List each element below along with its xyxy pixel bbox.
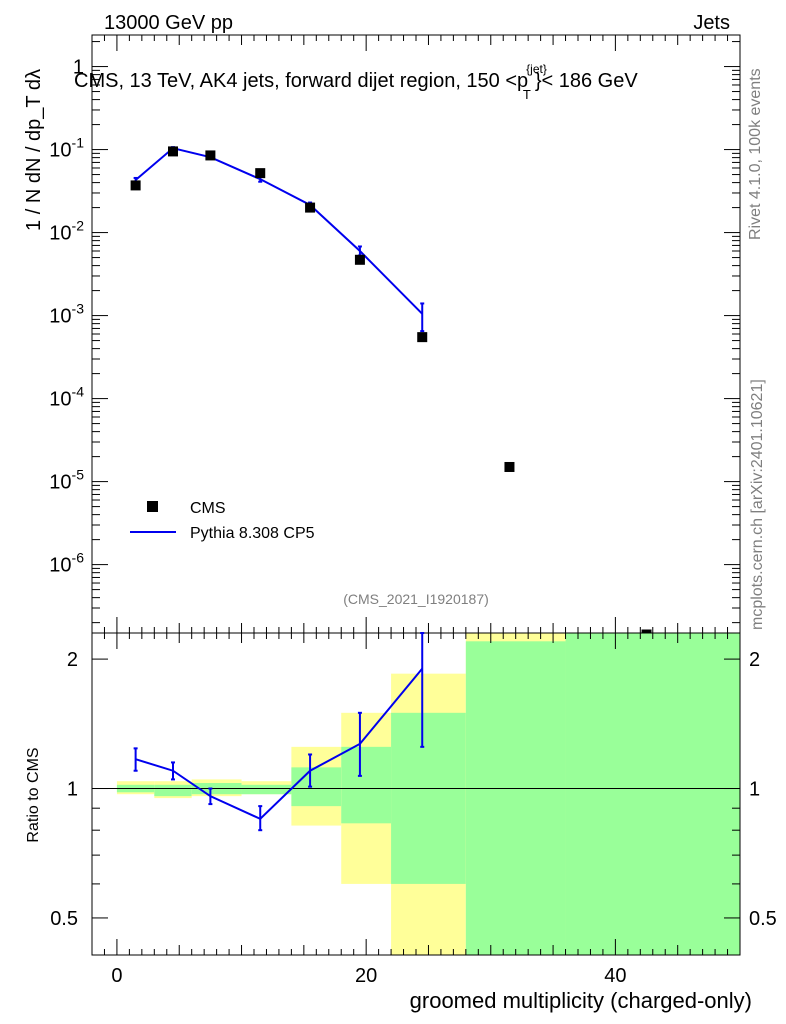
rivet-version-label: Rivet 4.1.0, 100k events (747, 68, 764, 240)
data-point (417, 332, 428, 343)
ratio-band-inner-6 (391, 712, 466, 884)
y-tick-label-main: 10-6 (49, 550, 84, 577)
data-point (205, 150, 216, 161)
ratio-uncertainty-bands (116, 633, 740, 955)
main-y-axis-label: 1 / N dN / dp_T dλ (23, 69, 45, 231)
main-frame (91, 34, 741, 634)
ratio-band-inner-5 (341, 746, 392, 824)
main-data-series (130, 146, 652, 634)
header-right: Jets (693, 12, 730, 34)
y-tick-label-ratio-right: 2 (749, 649, 760, 671)
ratio-band-inner-4 (291, 767, 342, 807)
data-point (168, 146, 178, 157)
ratio-band-inner-7 (465, 641, 566, 955)
legend-data-marker (147, 501, 158, 512)
y-tick-label-ratio-right: 1 (749, 779, 760, 801)
y-tick-label-main: 1 (73, 57, 84, 79)
y-tick-label-main: 10-2 (49, 218, 84, 245)
ratio-band-inner-1 (154, 784, 192, 797)
ratio-band-inner-8 (565, 633, 740, 955)
y-tick-label-ratio-right: 0.5 (749, 908, 777, 930)
ratio-y-axis-label: Ratio to CMS (25, 747, 42, 842)
tick-labels: 0 20 40 1 10-1 10-2 10-3 10-4 10-5 10-6 0.5 0.5 1 1 2 2 (49, 57, 777, 987)
x-tick-label: 20 (355, 965, 377, 987)
y-tick-label-ratio: 1 (67, 779, 78, 801)
ratio-mc-series (133, 632, 425, 832)
legend-data-label: CMS (190, 500, 226, 517)
y-tick-label-main: 10-5 (49, 467, 84, 494)
header-left: 13000 GeV pp (104, 12, 233, 34)
y-tick-label-main: 10-1 (49, 135, 84, 162)
data-point (130, 180, 141, 191)
main-mc-series (133, 146, 425, 333)
legend: CMS Pythia 8.308 CP5 (130, 500, 315, 542)
y-tick-label-ratio: 2 (67, 649, 78, 671)
x-tick-label: 0 (111, 965, 122, 987)
x-tick-label: 40 (604, 965, 626, 987)
data-point (305, 202, 316, 213)
analysis-tag: (CMS_2021_I1920187) (343, 591, 489, 607)
legend-mc-label: Pythia 8.308 CP5 (190, 525, 315, 542)
y-tick-label-ratio: 0.5 (50, 908, 78, 930)
y-tick-label-main: 10-3 (49, 301, 84, 328)
data-point (641, 629, 652, 634)
ratio-band-inner-3 (241, 784, 292, 795)
mcplots-label: mcplots.cern.ch [arXiv:2401.10621] (749, 379, 766, 630)
data-point (354, 254, 365, 265)
data-point (255, 168, 266, 179)
main-mc-line (134, 147, 423, 315)
axis-ticks (91, 35, 741, 955)
data-point (504, 461, 515, 472)
plot-title: CMS, 13 TeV, AK4 jets, forward dijet reg… (74, 62, 638, 102)
x-axis-label: groomed multiplicity (charged-only) (410, 988, 752, 1013)
y-tick-label-main: 10-4 (49, 384, 84, 411)
